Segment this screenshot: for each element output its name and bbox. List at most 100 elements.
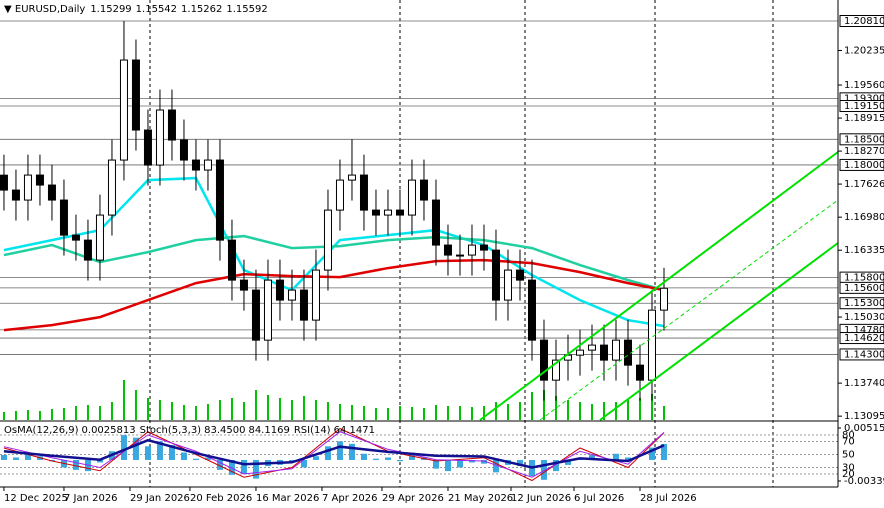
candle-body — [83, 239, 92, 261]
volume-bar — [614, 402, 617, 420]
volume-bar — [386, 408, 389, 420]
osma-bar — [660, 443, 667, 460]
candle-body — [407, 179, 416, 216]
osma-bar — [168, 445, 175, 460]
candle-body — [359, 174, 368, 211]
volume-bar — [374, 408, 377, 420]
volume-bar — [278, 398, 281, 420]
volume-bar — [446, 406, 449, 420]
level-label: 1.14620 — [844, 333, 884, 344]
x-tick-label: 20 Feb 2026 — [190, 493, 252, 504]
candle-body — [95, 214, 104, 261]
volume-bar — [350, 405, 353, 420]
y-tick-label: 0.0051514 — [844, 423, 884, 434]
quote-close: 1.15592 — [226, 4, 267, 15]
series-line — [3, 176, 665, 328]
osma-bar — [480, 459, 487, 464]
y-tick-label: 1.15030 — [844, 312, 884, 323]
x-tick-label: 7 Jan 2026 — [64, 493, 118, 504]
candle-body — [179, 139, 188, 161]
candle-body — [479, 244, 488, 251]
volume-bar — [254, 390, 257, 420]
candle-body — [143, 129, 152, 166]
osma-bar — [564, 459, 571, 465]
osma-bar — [648, 447, 655, 460]
level-label: 1.14780 — [844, 325, 884, 336]
osma-bar — [492, 459, 499, 473]
volume-bar — [2, 412, 5, 420]
level-box — [839, 297, 884, 310]
volume-bar — [170, 402, 173, 420]
candle-body — [251, 289, 260, 341]
y-tick-label: 1.13740 — [844, 378, 884, 389]
triangle: ▼ — [4, 4, 15, 15]
volume-bar — [566, 400, 569, 420]
volume-bar — [194, 406, 197, 420]
level-box — [839, 15, 884, 27]
osma-bar — [24, 453, 31, 460]
osma-bar — [516, 459, 523, 467]
volume-bar — [554, 396, 557, 420]
level-label: 1.14300 — [844, 349, 884, 360]
candle-body — [419, 179, 428, 201]
candle-body — [659, 287, 668, 311]
y-tick-label: 1.13095 — [844, 411, 884, 422]
candle-body — [611, 339, 620, 361]
volume-bar — [14, 411, 17, 420]
level-label: 1.19150 — [844, 101, 884, 112]
channel-lower — [599, 242, 839, 421]
volume-bar — [626, 400, 629, 420]
candle-body — [191, 159, 200, 171]
osma-bar — [384, 457, 391, 460]
candle-body — [647, 309, 656, 381]
candle-body — [35, 174, 44, 186]
volume-bar — [98, 406, 101, 420]
candle-body — [503, 269, 512, 301]
series-line — [3, 431, 665, 478]
candle-body — [71, 234, 80, 241]
series-line — [3, 427, 665, 482]
candle-body — [263, 279, 272, 341]
osma-bar — [144, 446, 151, 460]
osma-bar — [336, 441, 343, 460]
osma-bar — [372, 458, 379, 460]
volume-bar — [662, 406, 665, 420]
volume-bar — [458, 406, 461, 420]
osma-bar — [180, 452, 187, 460]
level-label: 1.20810 — [844, 16, 884, 27]
candle-body — [599, 344, 608, 361]
volume-bar — [230, 398, 233, 420]
ind-name: RSI(14) — [294, 425, 331, 436]
candle-body — [11, 189, 20, 201]
osma-bar — [624, 457, 631, 460]
osma-bar — [612, 453, 619, 460]
volume-bar — [218, 400, 221, 420]
volume-bar — [602, 402, 605, 420]
candle-body — [167, 109, 176, 141]
volume-bar — [182, 405, 185, 420]
volume-bar — [638, 398, 641, 420]
volume-bar — [518, 402, 521, 420]
y-tick-label: 1.18915 — [844, 113, 884, 124]
candle-body — [155, 109, 164, 166]
volume-bar — [86, 405, 89, 420]
candle-body — [443, 244, 452, 256]
osma-bar — [456, 459, 463, 468]
level-label: 1.15300 — [844, 298, 884, 309]
volume-bar — [62, 408, 65, 420]
volume-bar — [590, 404, 593, 420]
level-label: 1.18000 — [844, 160, 884, 171]
y-tick-label: 1.16335 — [844, 245, 884, 256]
symbol: EURUSD,Daily — [15, 4, 86, 15]
ind-value: 64.1471 — [334, 425, 375, 436]
x-tick-label: 21 May 2026 — [448, 493, 513, 504]
ind-name: Stoch(5,3,3) — [140, 425, 202, 436]
volume-bar — [398, 406, 401, 420]
candle-body — [47, 184, 56, 201]
candle-body — [347, 174, 356, 181]
volume-bar — [158, 400, 161, 420]
osma-bar — [192, 458, 199, 460]
